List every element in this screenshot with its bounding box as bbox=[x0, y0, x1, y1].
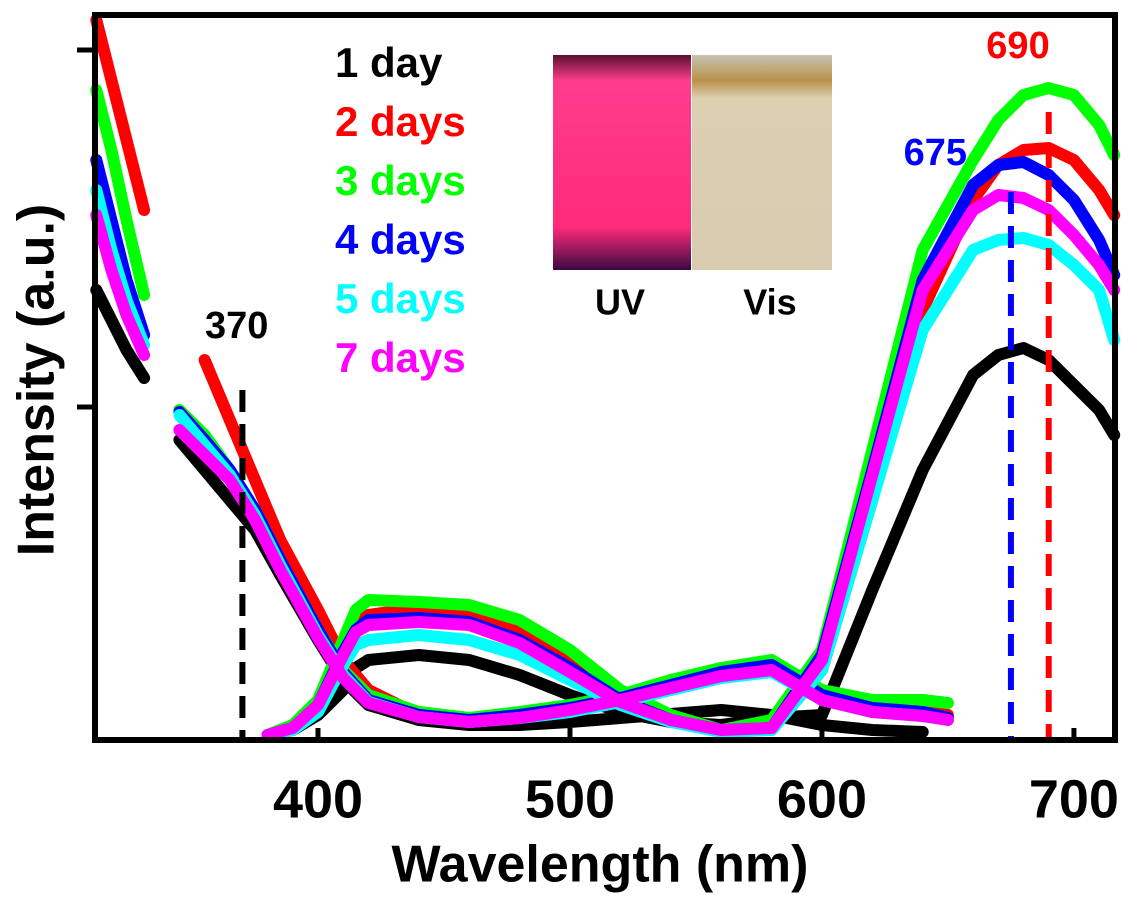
legend-entry: 1 day bbox=[335, 39, 443, 86]
legend-entry: 3 days bbox=[335, 157, 466, 204]
chart: UV Vis Wavelength (nm) Intensity (a.u.) … bbox=[0, 0, 1144, 911]
legend-entry: 7 days bbox=[335, 334, 466, 381]
absorption-line bbox=[96, 290, 922, 732]
inset-label: Vis bbox=[743, 282, 796, 323]
legend-entry: 2 days bbox=[335, 98, 466, 145]
uv-vial bbox=[553, 55, 691, 270]
page: UV Vis Wavelength (nm) Intensity (a.u.) … bbox=[0, 0, 1144, 916]
x-tick-label: 700 bbox=[1029, 769, 1119, 829]
inset-photo bbox=[553, 55, 832, 270]
vis-vial bbox=[692, 55, 832, 270]
x-axis-label: Wavelength (nm) bbox=[392, 836, 809, 894]
x-tick-label: 400 bbox=[273, 769, 363, 829]
legend-entry: 5 days bbox=[335, 275, 466, 322]
y-axis-label: Intensity (a.u.) bbox=[8, 204, 66, 556]
peak-label: 690 bbox=[986, 25, 1049, 67]
inset-label: UV bbox=[595, 282, 645, 323]
peak-label: 370 bbox=[205, 305, 268, 347]
x-tick-label: 600 bbox=[777, 769, 867, 829]
x-tick-label: 500 bbox=[525, 769, 615, 829]
legend-entry: 4 days bbox=[335, 216, 466, 263]
peak-label: 675 bbox=[904, 132, 967, 174]
